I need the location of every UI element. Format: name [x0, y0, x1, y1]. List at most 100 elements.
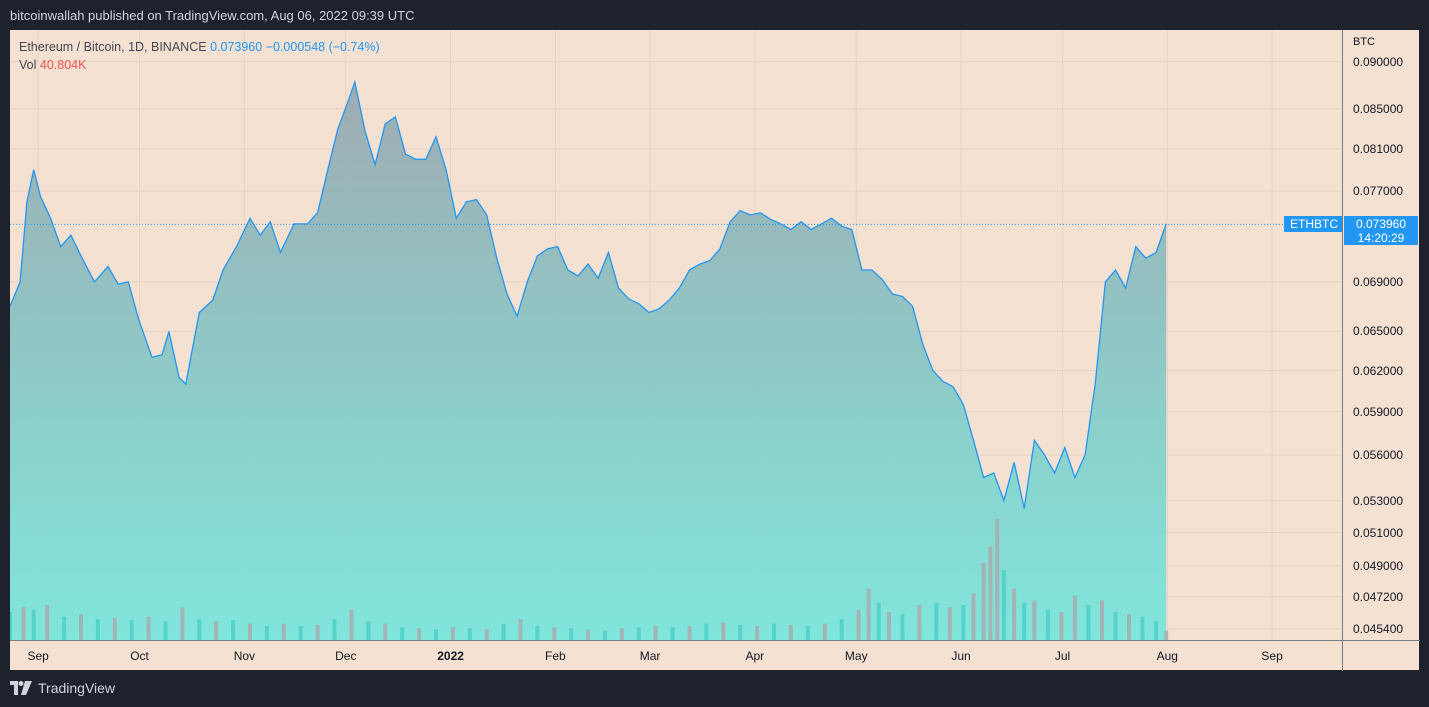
volume-bar — [315, 624, 320, 640]
volume-bar — [866, 588, 871, 640]
volume-bar — [180, 607, 185, 640]
volume-bars — [10, 518, 1169, 640]
volume-bar — [535, 626, 540, 640]
volume-bar — [947, 607, 952, 640]
volume-bar — [281, 623, 286, 640]
volume-bar — [971, 593, 976, 640]
volume-bar — [214, 621, 219, 640]
bar-countdown: 14:20:29 — [1357, 231, 1405, 246]
plot-area[interactable]: Ethereum / Bitcoin, 1D, BINANCE 0.073960… — [10, 30, 1342, 640]
volume-bar — [721, 622, 726, 640]
volume-bar — [1072, 595, 1077, 640]
price-axis[interactable]: BTC 0.073960 14:20:29 0.090000 0.085000 0.… — [1342, 30, 1420, 640]
volume-bar — [788, 624, 793, 640]
time-tick-label: Jul — [1054, 649, 1071, 663]
volume-bar — [248, 623, 252, 640]
footer-brand: TradingView — [38, 680, 116, 696]
volume-bar — [981, 563, 986, 640]
volume-bar — [62, 616, 67, 640]
volume-bar — [586, 629, 591, 640]
volume-bar — [1164, 630, 1169, 640]
volume-bar — [10, 612, 12, 640]
volume-bar — [1001, 570, 1006, 640]
volume-bar — [887, 612, 891, 640]
volume-bar — [79, 614, 83, 640]
price-tick-label: 0.081000 — [1353, 141, 1404, 156]
volume-bar — [163, 621, 168, 640]
volume-bar — [112, 617, 117, 640]
volume-bar — [31, 609, 36, 640]
volume-bar — [1154, 621, 1159, 640]
price-tick-label: 0.065000 — [1353, 324, 1404, 339]
volume-bar — [755, 626, 760, 640]
time-tick-label: Nov — [233, 649, 256, 663]
volume-bar — [1022, 602, 1027, 640]
volume-bar — [772, 623, 776, 640]
chart-legend: Ethereum / Bitcoin, 1D, BINANCE 0.073960… — [19, 38, 380, 74]
price-tick-label: 0.069000 — [1353, 274, 1404, 289]
legend-vol-label: Vol — [19, 58, 37, 72]
price-tick-label: 0.085000 — [1353, 102, 1404, 117]
tradingview-logo-icon — [10, 681, 32, 695]
symbol-tag: ETHBTC — [1284, 216, 1342, 233]
volume-bar — [129, 620, 134, 640]
volume-bar — [21, 607, 26, 640]
volume-bar — [434, 629, 438, 640]
volume-bar — [366, 621, 371, 640]
volume-bar — [636, 627, 641, 640]
price-tick-label: 0.049000 — [1353, 558, 1404, 573]
time-tick-label: Apr — [745, 649, 765, 663]
published-info: bitcoinwallah published on TradingView.c… — [10, 8, 415, 23]
price-tick-label: 0.051000 — [1353, 525, 1404, 540]
volume-bar — [856, 609, 861, 640]
volume-bar — [1032, 600, 1037, 640]
time-tick-label: 2022 — [437, 649, 464, 663]
volume-bar — [569, 628, 574, 640]
price-area — [10, 82, 1167, 640]
price-tick-label: 0.047200 — [1353, 589, 1404, 604]
volume-bar — [400, 627, 405, 640]
time-tick-label: Feb — [545, 649, 566, 663]
price-tick-label: 0.077000 — [1353, 183, 1404, 198]
legend-change: −0.000548 (−0.74%) — [265, 40, 380, 54]
volume-bar — [1086, 605, 1091, 640]
volume-bar — [670, 627, 675, 640]
volume-bar — [934, 602, 939, 640]
volume-bar — [738, 624, 743, 640]
volume-bar — [552, 627, 557, 640]
tradingview-footer[interactable]: TradingView — [10, 680, 115, 696]
legend-vol-value: 40.804K — [39, 58, 87, 72]
price-tick-label: 0.059000 — [1353, 404, 1404, 419]
volume-bar — [1059, 612, 1064, 640]
volume-bar — [961, 605, 966, 640]
legend-symbol: Ethereum / Bitcoin, 1D, BINANCE — [19, 40, 207, 54]
time-tick-label: Mar — [639, 649, 661, 663]
price-line — [10, 79, 1167, 509]
volume-bar — [417, 628, 422, 640]
volume-bar — [146, 616, 151, 640]
time-tick-label: Sep — [27, 649, 49, 663]
volume-bar — [1100, 600, 1104, 640]
volume-bar — [1127, 614, 1131, 640]
time-axis[interactable]: Sep Oct Nov Dec 2022 Feb Mar Apr May Jun Jul Aug Sep — [10, 640, 1342, 671]
volume-bar — [619, 628, 624, 640]
volume-bar — [332, 619, 337, 640]
volume-bar — [653, 626, 658, 640]
volume-bar — [95, 619, 100, 640]
legend-last-price: 0.073960 — [210, 40, 263, 54]
price-tick-label: 0.090000 — [1353, 54, 1404, 69]
volume-bar — [450, 627, 455, 640]
time-tick-label: May — [844, 649, 868, 663]
volume-bar — [704, 623, 709, 640]
current-price: 0.073960 — [1355, 217, 1407, 232]
price-tick-label: 0.062000 — [1353, 363, 1404, 378]
volume-bar — [1113, 612, 1118, 640]
volume-bar — [264, 626, 269, 640]
volume-bar — [1012, 588, 1017, 640]
volume-bar — [876, 602, 881, 640]
time-tick-label: Sep — [1261, 649, 1283, 663]
chart-frame: Ethereum / Bitcoin, 1D, BINANCE 0.073960… — [10, 30, 1420, 671]
volume-bar — [1045, 609, 1050, 640]
volume-bar — [197, 619, 202, 640]
volume-bar — [822, 623, 827, 640]
